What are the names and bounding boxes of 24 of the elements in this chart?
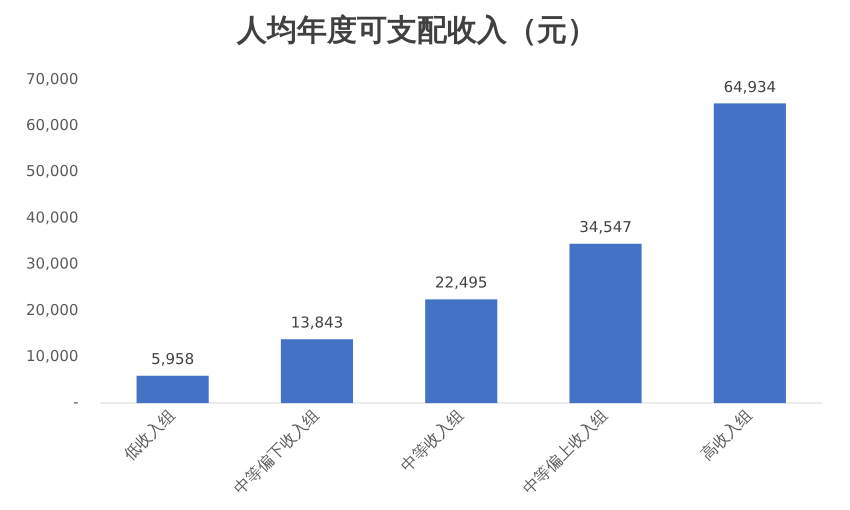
chart-title: 人均年度可支配收入（元）	[236, 12, 597, 48]
x-tick-label: 中等偏上收入组	[518, 405, 612, 498]
y-tick-label: 30,000	[26, 254, 78, 273]
data-label: 64,934	[724, 78, 776, 96]
y-tick-label: 40,000	[26, 208, 78, 226]
bar	[569, 244, 642, 404]
bar	[714, 103, 786, 404]
y-tick-label: 60,000	[26, 116, 78, 134]
bar	[280, 339, 354, 404]
data-label: 13,843	[290, 314, 344, 332]
x-tick-label: 低收入组	[120, 405, 178, 464]
data-label: 5,958	[151, 350, 194, 368]
x-tick-label: 中等收入组	[397, 405, 468, 476]
bar	[425, 299, 498, 404]
data-label: 34,547	[579, 218, 632, 236]
x-tick-label: 高收入组	[696, 405, 756, 464]
y-tick-label: 70,000	[26, 70, 78, 88]
y-tick-label: 10,000	[26, 346, 78, 365]
y-tick-label: 20,000	[26, 300, 78, 319]
data-label: 22,495	[434, 274, 488, 292]
y-tick-label: -	[73, 393, 78, 412]
bar	[136, 376, 209, 404]
y-tick-label: 50,000	[26, 162, 78, 180]
x-tick-label: 中等偏下收入组	[230, 405, 323, 498]
